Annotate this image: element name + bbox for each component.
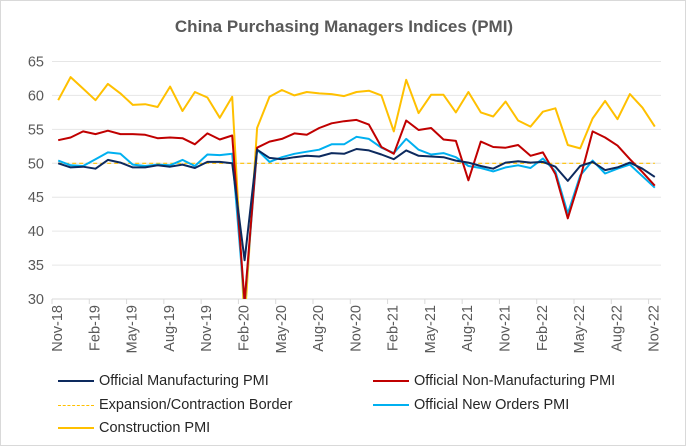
x-tick-label: Nov-21 <box>497 305 513 352</box>
x-tick-label: Nov-18 <box>50 305 66 352</box>
series-line-construction-pmi <box>57 76 656 299</box>
x-tick-label: Nov-20 <box>348 305 364 352</box>
legend-label: Expansion/Contraction Border <box>99 397 293 413</box>
y-tick-label: 45 <box>28 190 44 206</box>
y-tick-label: 40 <box>28 224 44 240</box>
x-tick-label: May-22 <box>572 305 588 353</box>
legend-swatch <box>373 380 409 382</box>
y-tick-label: 35 <box>28 258 44 274</box>
legend-item: Official Manufacturing PMI <box>58 373 269 389</box>
legend-item: Expansion/Contraction Border <box>58 397 292 413</box>
series-line-official-new-orders-pmi <box>57 135 656 299</box>
series-line-official-manufacturing-pmi <box>57 148 656 262</box>
legend-label: Official Non-Manufacturing PMI <box>414 373 616 389</box>
x-tick-label: Aug-21 <box>460 305 476 352</box>
x-tick-label: Feb-20 <box>236 305 252 351</box>
x-tick-label: Feb-21 <box>386 305 402 351</box>
x-tick-label: Feb-19 <box>87 305 103 351</box>
legend-label: Official New Orders PMI <box>414 397 570 413</box>
x-tick-label: Feb-22 <box>535 305 551 351</box>
x-tick-label: Aug-20 <box>311 305 327 352</box>
y-tick-label: 65 <box>28 55 44 71</box>
x-tick-label: Aug-19 <box>162 305 178 352</box>
y-tick-label: 55 <box>28 122 44 138</box>
y-tick-label: 30 <box>28 292 44 308</box>
legend-swatch <box>58 380 94 382</box>
legend-swatch <box>58 404 94 406</box>
legend-swatch <box>373 404 409 406</box>
chart-title: China Purchasing Managers Indices (PMI) <box>174 17 514 36</box>
legend-label: Official Manufacturing PMI <box>99 373 269 389</box>
legend-item: Construction PMI <box>58 420 210 436</box>
legend-item: Official New Orders PMI <box>373 397 569 413</box>
legend-label: Construction PMI <box>99 420 211 436</box>
x-tick-label: May-21 <box>423 305 439 353</box>
x-tick-label: May-20 <box>274 305 290 353</box>
series-line-official-non-manufacturing-pmi <box>57 118 656 299</box>
x-tick-label: Nov-19 <box>199 305 215 352</box>
x-tick-label: Nov-22 <box>647 305 663 352</box>
legend-swatch <box>58 427 94 429</box>
legend-item: Official Non-Manufacturing PMI <box>373 373 615 389</box>
x-tick-label: Aug-22 <box>609 305 625 352</box>
x-tick-label: May-19 <box>125 305 141 353</box>
y-tick-label: 60 <box>28 88 44 104</box>
y-tick-label: 50 <box>28 156 44 172</box>
